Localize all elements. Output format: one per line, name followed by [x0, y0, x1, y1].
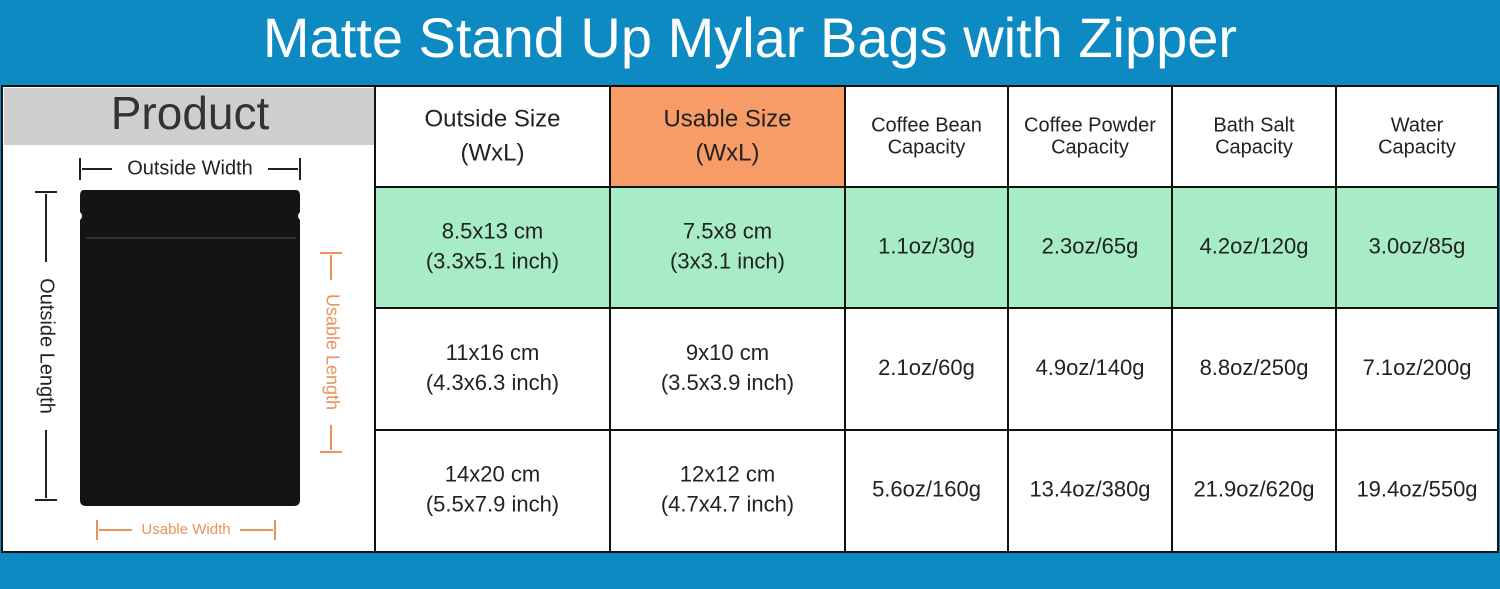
table-cell: (4.3x6.3 inch)	[426, 370, 559, 395]
table-cell: 13.4oz/380g	[1029, 476, 1150, 501]
usable-length-label: Usable Length	[322, 294, 342, 410]
header-cell: Capacity	[888, 136, 966, 158]
table-cell: 4.9oz/140g	[1036, 355, 1145, 380]
bag-image	[80, 190, 300, 506]
table-cell: 8.5x13 cm	[442, 218, 544, 243]
table-cell: 14x20 cm	[445, 461, 540, 486]
header-cell: Coffee Powder	[1024, 114, 1156, 136]
outside-width-arrow	[79, 158, 301, 180]
table-cell: (3.3x5.1 inch)	[426, 248, 559, 273]
usable-width-label: Usable Width	[141, 521, 230, 538]
usable-width-arrow	[96, 520, 276, 540]
table-cell: (3.5x3.9 inch)	[661, 370, 794, 395]
table-cell: 11x16 cm	[446, 340, 540, 365]
outside-width-label: Outside Width	[127, 157, 253, 179]
header-cell: Capacity	[1215, 136, 1293, 158]
table-cell: (5.5x7.9 inch)	[426, 491, 559, 516]
table-cell: 2.3oz/65g	[1042, 233, 1139, 258]
header-cell: Capacity	[1051, 136, 1129, 158]
outside-length-label: Outside Length	[36, 278, 58, 414]
header-cell: Bath Salt	[1213, 114, 1295, 136]
header-cell: Outside Size	[424, 105, 560, 132]
header-cell: Water	[1391, 114, 1444, 136]
table-cell: 7.5x8 cm	[683, 218, 772, 243]
header-cell: Usable Size	[663, 105, 791, 132]
table-cell: (3x3.1 inch)	[670, 248, 785, 273]
table-cell: 3.0oz/85g	[1369, 233, 1466, 258]
product-header: Product	[111, 87, 270, 139]
table-cell: 19.4oz/550g	[1356, 476, 1477, 501]
table-cell: 12x12 cm	[680, 461, 775, 486]
title: Matte Stand Up Mylar Bags with Zipper	[263, 6, 1237, 69]
outside-length-arrow	[35, 191, 57, 501]
table-cell: 1.1oz/30g	[878, 233, 975, 258]
table-cell: 4.2oz/120g	[1200, 233, 1309, 258]
table-cell: (4.7x4.7 inch)	[661, 491, 794, 516]
product-header-bg	[4, 88, 375, 145]
header-cell: Coffee Bean	[871, 114, 982, 136]
table-cell: 7.1oz/200g	[1363, 355, 1472, 380]
table-cell: 9x10 cm	[686, 340, 769, 365]
table-cell: 8.8oz/250g	[1200, 355, 1309, 380]
table-cell: 5.6oz/160g	[872, 476, 981, 501]
highlight-header	[610, 87, 845, 187]
table-cell: 21.9oz/620g	[1193, 476, 1314, 501]
header-cell: (WxL)	[696, 139, 760, 166]
highlight-row	[375, 187, 1498, 308]
table-cell: 2.1oz/60g	[878, 355, 975, 380]
header-cell: (WxL)	[461, 139, 525, 166]
usable-length-arrow	[320, 252, 342, 453]
header-cell: Capacity	[1378, 136, 1456, 158]
